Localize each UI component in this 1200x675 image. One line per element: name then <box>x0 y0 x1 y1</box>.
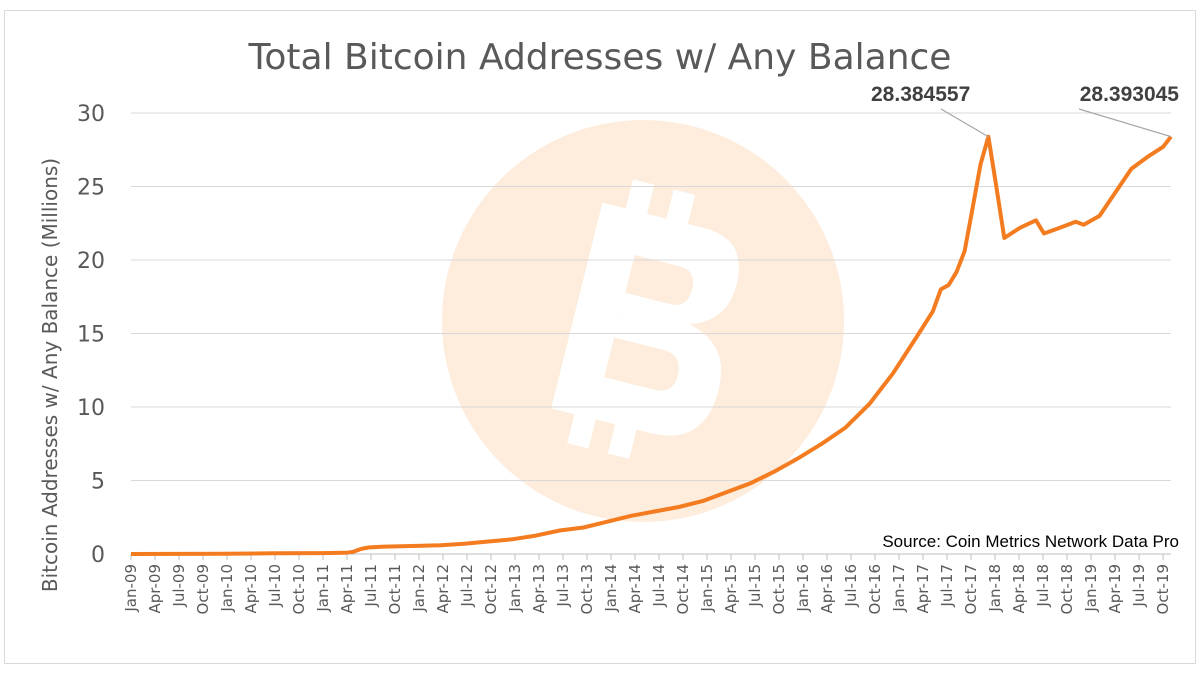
annotation-leader-line <box>1078 108 1172 138</box>
annotation-label: 28.393045 <box>1080 83 1180 106</box>
x-tick-label: Oct-13 <box>578 564 596 614</box>
x-tick-label: Apr-15 <box>722 564 740 614</box>
y-tick-label: 15 <box>77 323 105 348</box>
x-tick-label: Jul-13 <box>554 564 572 608</box>
x-tick-label: Apr-14 <box>626 564 644 614</box>
x-tick-label: Apr-19 <box>1106 564 1124 614</box>
annotation-label: 28.384557 <box>871 83 970 106</box>
y-tick-label: 25 <box>77 176 105 201</box>
series-line <box>130 134 1173 556</box>
source-note: Source: Coin Metrics Network Data Pro <box>882 532 1179 551</box>
x-tick-label: Jul-16 <box>842 564 860 608</box>
y-tick-label: 10 <box>77 396 105 421</box>
x-tick-label: Oct-12 <box>482 564 500 614</box>
x-tick-label: Apr-17 <box>914 564 932 614</box>
y-tick-label: 20 <box>77 249 105 274</box>
x-tick-label: Jul-17 <box>938 564 956 608</box>
x-tick-label: Oct-14 <box>674 564 692 614</box>
x-tick-label: Jan-17 <box>890 564 908 613</box>
x-tick-label: Jan-11 <box>314 564 332 613</box>
x-tick-label: Jan-19 <box>1082 564 1100 613</box>
x-tick-label: Apr-13 <box>530 564 548 614</box>
x-axis: Jan-09 Apr-09 Jul-09 Oct-09 Jan-10 Apr-10 Jul-… <box>122 554 1172 614</box>
y-tick-label: 30 <box>77 102 105 127</box>
x-tick-label: Oct-17 <box>962 564 980 614</box>
chart-svg: Total Bitcoin Addresses w/ Any Balance 0… <box>38 37 1180 614</box>
x-tick-label: Jan-12 <box>410 564 428 613</box>
x-tick-label: Oct-15 <box>770 564 788 614</box>
x-tick-label: Apr-09 <box>146 564 164 614</box>
x-tick-label: Jul-19 <box>1130 564 1148 608</box>
annotations: 28.384557 28.393045 <box>871 83 1180 138</box>
x-tick-label: Apr-11 <box>338 564 356 614</box>
x-tick-label: Jan-15 <box>698 564 716 613</box>
x-tick-label: Apr-10 <box>242 564 260 614</box>
x-tick-label: Jul-12 <box>458 564 476 608</box>
x-tick-label: Oct-09 <box>194 564 212 614</box>
x-tick-label: Jul-18 <box>1034 564 1052 608</box>
x-tick-label: Oct-16 <box>866 564 884 614</box>
chart-frame: Total Bitcoin Addresses w/ Any Balance 0… <box>4 10 1196 664</box>
x-tick-label: Oct-19 <box>1154 564 1172 614</box>
x-tick-label: Jul-14 <box>650 564 668 608</box>
x-tick-label: Jul-11 <box>362 564 380 608</box>
x-tick-label: Jul-09 <box>170 564 188 608</box>
x-tick-label: Jan-16 <box>794 564 812 613</box>
gridlines <box>131 112 1171 555</box>
x-tick-label: Jul-10 <box>266 564 284 608</box>
chart-title: Total Bitcoin Addresses w/ Any Balance <box>248 37 952 78</box>
bitcoin-watermark-icon <box>442 120 844 522</box>
x-tick-label: Jul-15 <box>746 564 764 608</box>
x-tick-label: Oct-10 <box>290 564 308 614</box>
x-tick-label: Apr-18 <box>1010 564 1028 614</box>
x-tick-label: Jan-10 <box>218 564 236 613</box>
x-tick-label: Apr-16 <box>818 564 836 614</box>
x-tick-label: Oct-11 <box>386 564 404 614</box>
y-axis-title: Bitcoin Addresses w/ Any Balance (Millio… <box>38 158 62 592</box>
y-tick-label: 5 <box>91 470 105 495</box>
x-tick-label: Jan-14 <box>602 564 620 613</box>
x-tick-label: Jan-13 <box>506 564 524 613</box>
x-tick-label: Jan-09 <box>122 564 140 613</box>
y-axis: 0 5 10 15 20 25 30 <box>77 102 105 568</box>
y-tick-label: 0 <box>91 543 105 568</box>
x-tick-label: Apr-12 <box>434 564 452 614</box>
x-tick-label: Oct-18 <box>1058 564 1076 614</box>
annotation-leader-line <box>940 108 989 138</box>
x-tick-label: Jan-18 <box>986 564 1004 613</box>
